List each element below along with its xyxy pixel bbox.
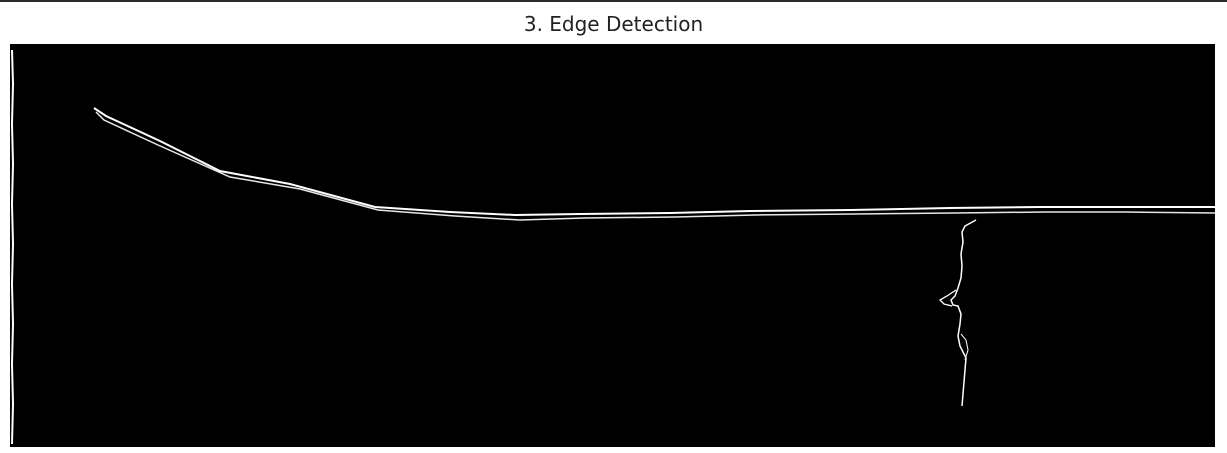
vertical-crack-edge xyxy=(950,219,977,407)
figure-title: 3. Edge Detection xyxy=(523,12,704,36)
vertical-crack-branch-2 xyxy=(960,333,969,361)
vertical-crack-branch xyxy=(938,289,957,307)
horizon-edge-upper xyxy=(93,107,1215,217)
top-divider xyxy=(0,0,1227,2)
left-border-edge xyxy=(10,49,15,445)
horizon-edge-lower xyxy=(95,111,1215,221)
edge-map-svg xyxy=(10,49,1215,445)
edge-detection-image xyxy=(10,44,1215,447)
